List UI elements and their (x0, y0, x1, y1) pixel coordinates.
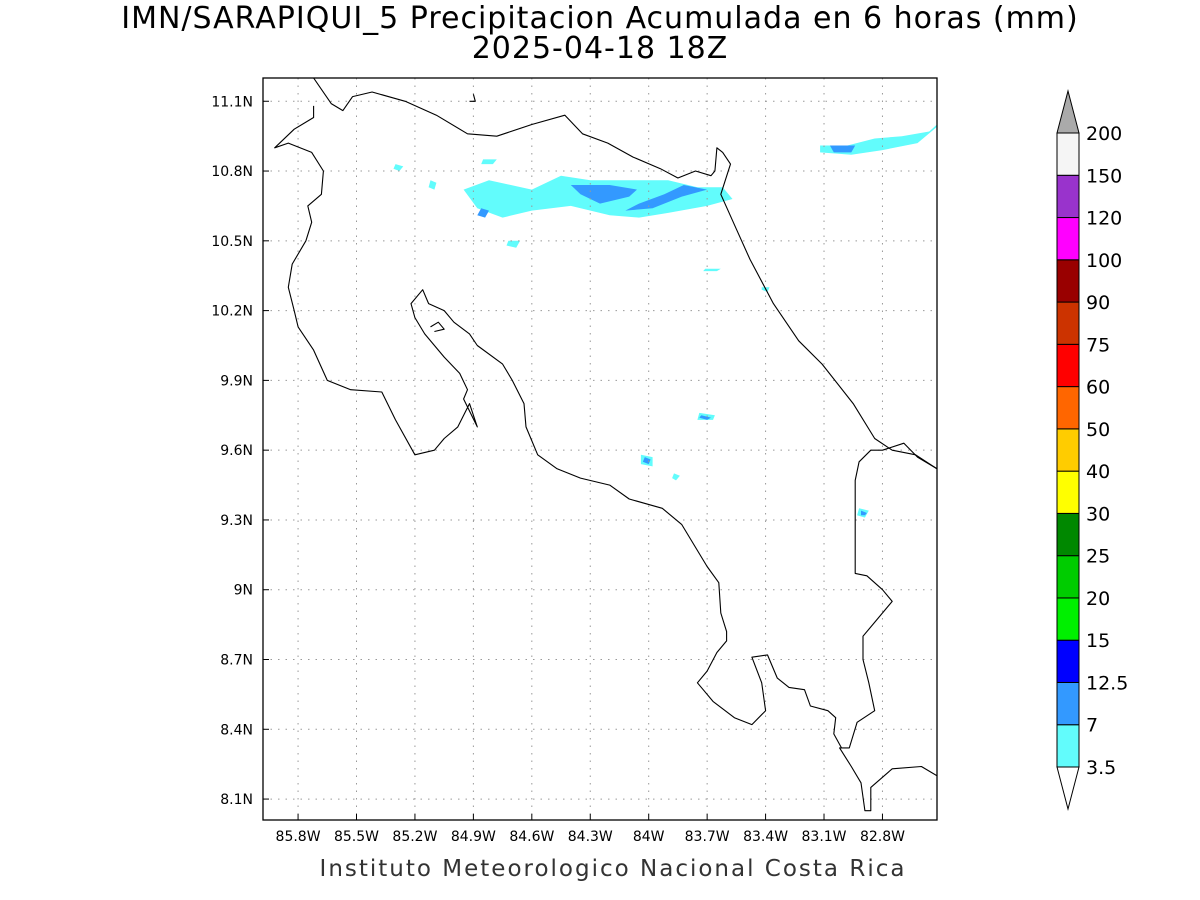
precip-area-3.5-mm-6 (506, 240, 521, 248)
map-frame (262, 77, 938, 821)
y-tick-label: 10.5N (211, 234, 253, 250)
colorbar-swatch (1056, 132, 1080, 176)
colorbar-label: 25 (1086, 546, 1110, 568)
panama-border (839, 442, 937, 812)
x-tick-label: 83.1W (802, 829, 847, 845)
colorbar-label: 20 (1086, 588, 1110, 610)
precip-area-7-mm-15 (477, 208, 489, 218)
y-tick-label: 9.9N (220, 373, 253, 389)
chart-subtitle-date: 2025-04-18 18Z (471, 31, 729, 66)
y-tick-label: 9.6N (220, 443, 253, 459)
colorbar-swatch (1056, 470, 1080, 514)
x-tick-label: 84.3W (568, 829, 613, 845)
x-tick-label: 85.2W (392, 829, 437, 845)
colorbar-under-arrow (1056, 766, 1080, 811)
x-tick-label: 85.8W (276, 829, 321, 845)
colorbar-swatch (1056, 343, 1080, 388)
precip-area-3.5-mm-7 (393, 164, 404, 171)
main-coastline (313, 78, 937, 470)
colorbar-label: 12.5 (1086, 672, 1128, 694)
colorbar-label: 15 (1086, 630, 1110, 652)
precip-area-7-mm-16 (642, 457, 651, 465)
colorbar-swatch (1056, 639, 1080, 683)
x-axis-ticks: 85.8W 85.5W 85.2W 84.9W 84.6W 84.3W 84W 83.7W 83… (276, 814, 905, 845)
precip-area-3.5-mm-11 (428, 180, 437, 190)
y-tick-label: 10.8N (211, 164, 253, 180)
colorbar-over-arrow (1056, 89, 1080, 134)
colorbar-label: 60 (1086, 377, 1110, 399)
colorbar-label: 40 (1086, 461, 1110, 483)
colorbar-legend: 3.5 7 12.5 15 20 25 30 40 50 60 75 90 100 120 150 200 (1056, 89, 1128, 811)
lake-islet (469, 94, 476, 102)
precip-layer (393, 124, 937, 518)
colorbar-swatch (1056, 428, 1080, 472)
colorbar-swatch (1056, 681, 1080, 726)
x-tick-label: 83.7W (685, 829, 730, 845)
x-tick-label: 83.4W (743, 829, 788, 845)
x-tick-label: 84.6W (509, 829, 554, 845)
y-tick-label: 9.3N (220, 513, 253, 529)
colorbar-label: 75 (1086, 334, 1110, 356)
y-tick-label: 9N (234, 583, 253, 599)
colorbar-label: 30 (1086, 503, 1110, 525)
colorbar-label: 200 (1086, 123, 1122, 145)
colorbar-swatch (1056, 512, 1080, 557)
y-tick-label: 8.1N (220, 792, 253, 808)
pacific-coast (274, 105, 842, 749)
colorbar-swatch (1056, 217, 1080, 261)
x-tick-label: 84W (633, 829, 665, 845)
y-tick-label: 10.2N (211, 304, 253, 320)
colorbar-swatch (1056, 174, 1080, 219)
y-tick-label: 8.4N (220, 722, 253, 738)
x-tick-label: 84.9W (451, 829, 496, 845)
colorbar-label: 150 (1086, 165, 1122, 187)
precip-area-7-mm-17 (699, 415, 711, 420)
precip-area-7-mm-18 (861, 510, 867, 516)
footer-credit: Instituto Meteorologico Nacional Costa R… (319, 856, 907, 882)
colorbar-label: 3.5 (1086, 757, 1116, 779)
y-tick-label: 11.1N (211, 94, 253, 110)
precip-area-7-mm-12 (570, 185, 637, 204)
precip-area-7-mm-13 (625, 185, 708, 211)
x-tick-label: 85.5W (334, 829, 379, 845)
colorbar-label: 120 (1086, 208, 1122, 230)
x-tick-label: 82.8W (860, 829, 905, 845)
y-tick-label: 8.7N (220, 653, 253, 669)
precip-area-3.5-mm-4 (672, 473, 680, 481)
chira-island (430, 321, 445, 333)
coastline-layer (274, 78, 937, 812)
colorbar-swatch (1056, 724, 1080, 768)
colorbar-label: 90 (1086, 292, 1110, 314)
colorbar-swatch (1056, 301, 1080, 345)
colorbar-label: 100 (1086, 250, 1122, 272)
chart-title: IMN/SARAPIQUI_5 Precipitacion Acumulada … (121, 1, 1079, 36)
colorbar-swatch (1056, 555, 1080, 599)
colorbar-label: 7 (1086, 715, 1098, 737)
precip-area-7-mm-14 (829, 145, 856, 153)
precip-area-3.5-mm-8 (481, 159, 497, 165)
colorbar-swatch (1056, 597, 1080, 641)
colorbar-swatch (1056, 386, 1080, 430)
colorbar-swatch (1056, 259, 1080, 303)
precip-area-3.5-mm-9 (703, 268, 721, 272)
colorbar-label: 50 (1086, 419, 1110, 441)
y-axis-ticks: 8.1N 8.4N 8.7N 9N 9.3N 9.6N 9.9N 10.2N 10.5N 10.8… (211, 94, 269, 808)
